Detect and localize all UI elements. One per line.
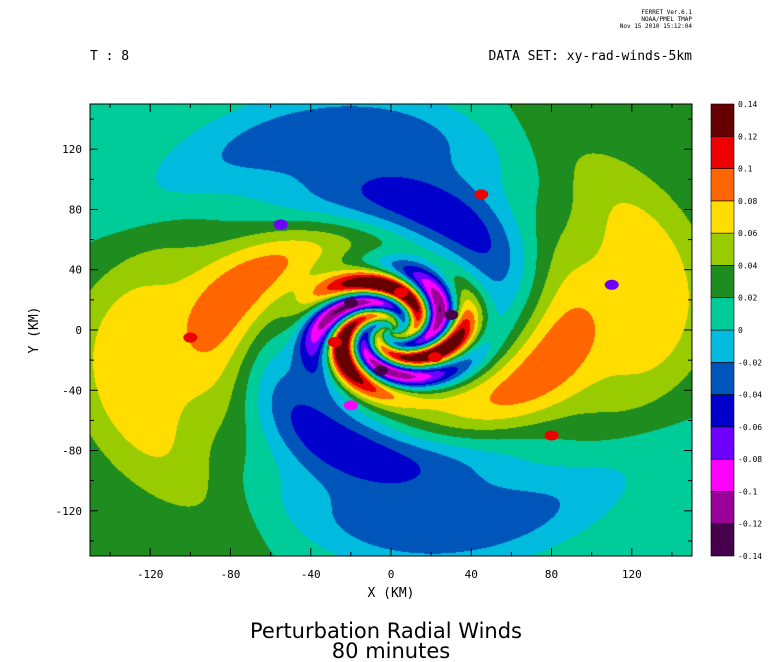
colorbar-swatch xyxy=(710,329,735,363)
colorbar-swatch xyxy=(710,265,735,299)
extremum-3 xyxy=(444,309,459,320)
credit-line-2: NOAA/PMEL TMAP xyxy=(641,16,692,23)
dataset-label: DATA SET: xy-rad-winds-5km xyxy=(489,49,693,64)
x-tick-label: 40 xyxy=(465,568,478,581)
colorbar-label: 0.02 xyxy=(738,294,757,303)
colorbar-swatch xyxy=(710,168,735,202)
credit-line-1: FERRET Ver.6.1 xyxy=(641,9,692,16)
colorbar-label: 0.12 xyxy=(738,132,757,141)
y-tick-label: -40 xyxy=(62,384,82,397)
colorbar-swatch xyxy=(710,426,735,460)
colorbar-label: 0.08 xyxy=(738,197,757,206)
y-tick-label: -120 xyxy=(56,505,83,518)
extremum-11 xyxy=(604,279,619,290)
y-tick-label: 0 xyxy=(75,324,82,337)
x-tick-label: -40 xyxy=(301,568,321,581)
axis-ticks xyxy=(90,104,692,556)
colorbar-swatch xyxy=(710,232,735,266)
extremum-8 xyxy=(474,189,489,200)
extremum-12 xyxy=(343,400,358,411)
extremum-5 xyxy=(327,337,342,348)
y-tick-label: 40 xyxy=(69,264,82,277)
x-tick-label: 80 xyxy=(545,568,558,581)
colorbar-swatch xyxy=(710,361,735,395)
axis-tick-labels: -120 -80 -40 0 40 80 120 -120 -80 -40 0 40 80 120 xyxy=(56,143,642,581)
colorbar-label: 0 xyxy=(738,326,743,335)
colorbar-swatch xyxy=(710,135,735,169)
colorbar-swatch xyxy=(710,103,735,137)
extremum-2 xyxy=(373,365,388,376)
colorbar-swatch xyxy=(710,458,735,492)
colorbar-label: -0.06 xyxy=(738,423,762,432)
x-tick-label: 120 xyxy=(622,568,642,581)
y-axis-label: Y (KM) xyxy=(27,307,42,354)
extremum-7 xyxy=(183,332,198,343)
extremum-9 xyxy=(544,430,559,441)
colorbar-label: -0.08 xyxy=(738,455,762,464)
y-tick-label: -80 xyxy=(62,445,82,458)
x-tick-label: -80 xyxy=(221,568,241,581)
colorbar-label: -0.02 xyxy=(738,358,762,367)
contour-field xyxy=(90,104,692,556)
x-tick-label: -120 xyxy=(137,568,164,581)
colorbar-swatch xyxy=(710,200,735,234)
colorbar-label: -0.1 xyxy=(738,487,757,496)
extremum-4 xyxy=(394,287,409,298)
colorbar-swatch xyxy=(710,297,735,331)
credit-line-3: Nov 15 2010 15:12:04 xyxy=(620,23,693,30)
colorbar-label: -0.12 xyxy=(738,520,762,529)
extremum-6 xyxy=(428,352,443,363)
colorbar: -0.14 -0.12 -0.1 -0.08 -0.06 -0.04 -0.02 0 0.02 0… xyxy=(710,100,762,561)
colorbar-label: -0.14 xyxy=(738,552,762,561)
y-tick-label: 80 xyxy=(69,203,82,216)
chart-subtitle: 80 minutes xyxy=(332,639,450,662)
colorbar-label: -0.04 xyxy=(738,391,762,400)
colorbar-swatch xyxy=(710,491,735,525)
colorbar-label: 0.06 xyxy=(738,229,757,238)
chart-title: Perturbation Radial Winds xyxy=(250,619,522,643)
colorbar-label: 0.04 xyxy=(738,261,757,270)
x-tick-label: 0 xyxy=(388,568,395,581)
colorbar-label: 0.1 xyxy=(738,165,753,174)
colorbar-swatch xyxy=(710,394,735,428)
colorbar-swatch xyxy=(710,523,735,557)
y-tick-label: 120 xyxy=(62,143,82,156)
colorbar-label: 0.14 xyxy=(738,100,757,109)
time-label: T : 8 xyxy=(90,49,129,64)
extremum-10 xyxy=(273,219,288,230)
x-axis-label: X (KM) xyxy=(368,586,415,601)
extremum-1 xyxy=(343,297,358,308)
